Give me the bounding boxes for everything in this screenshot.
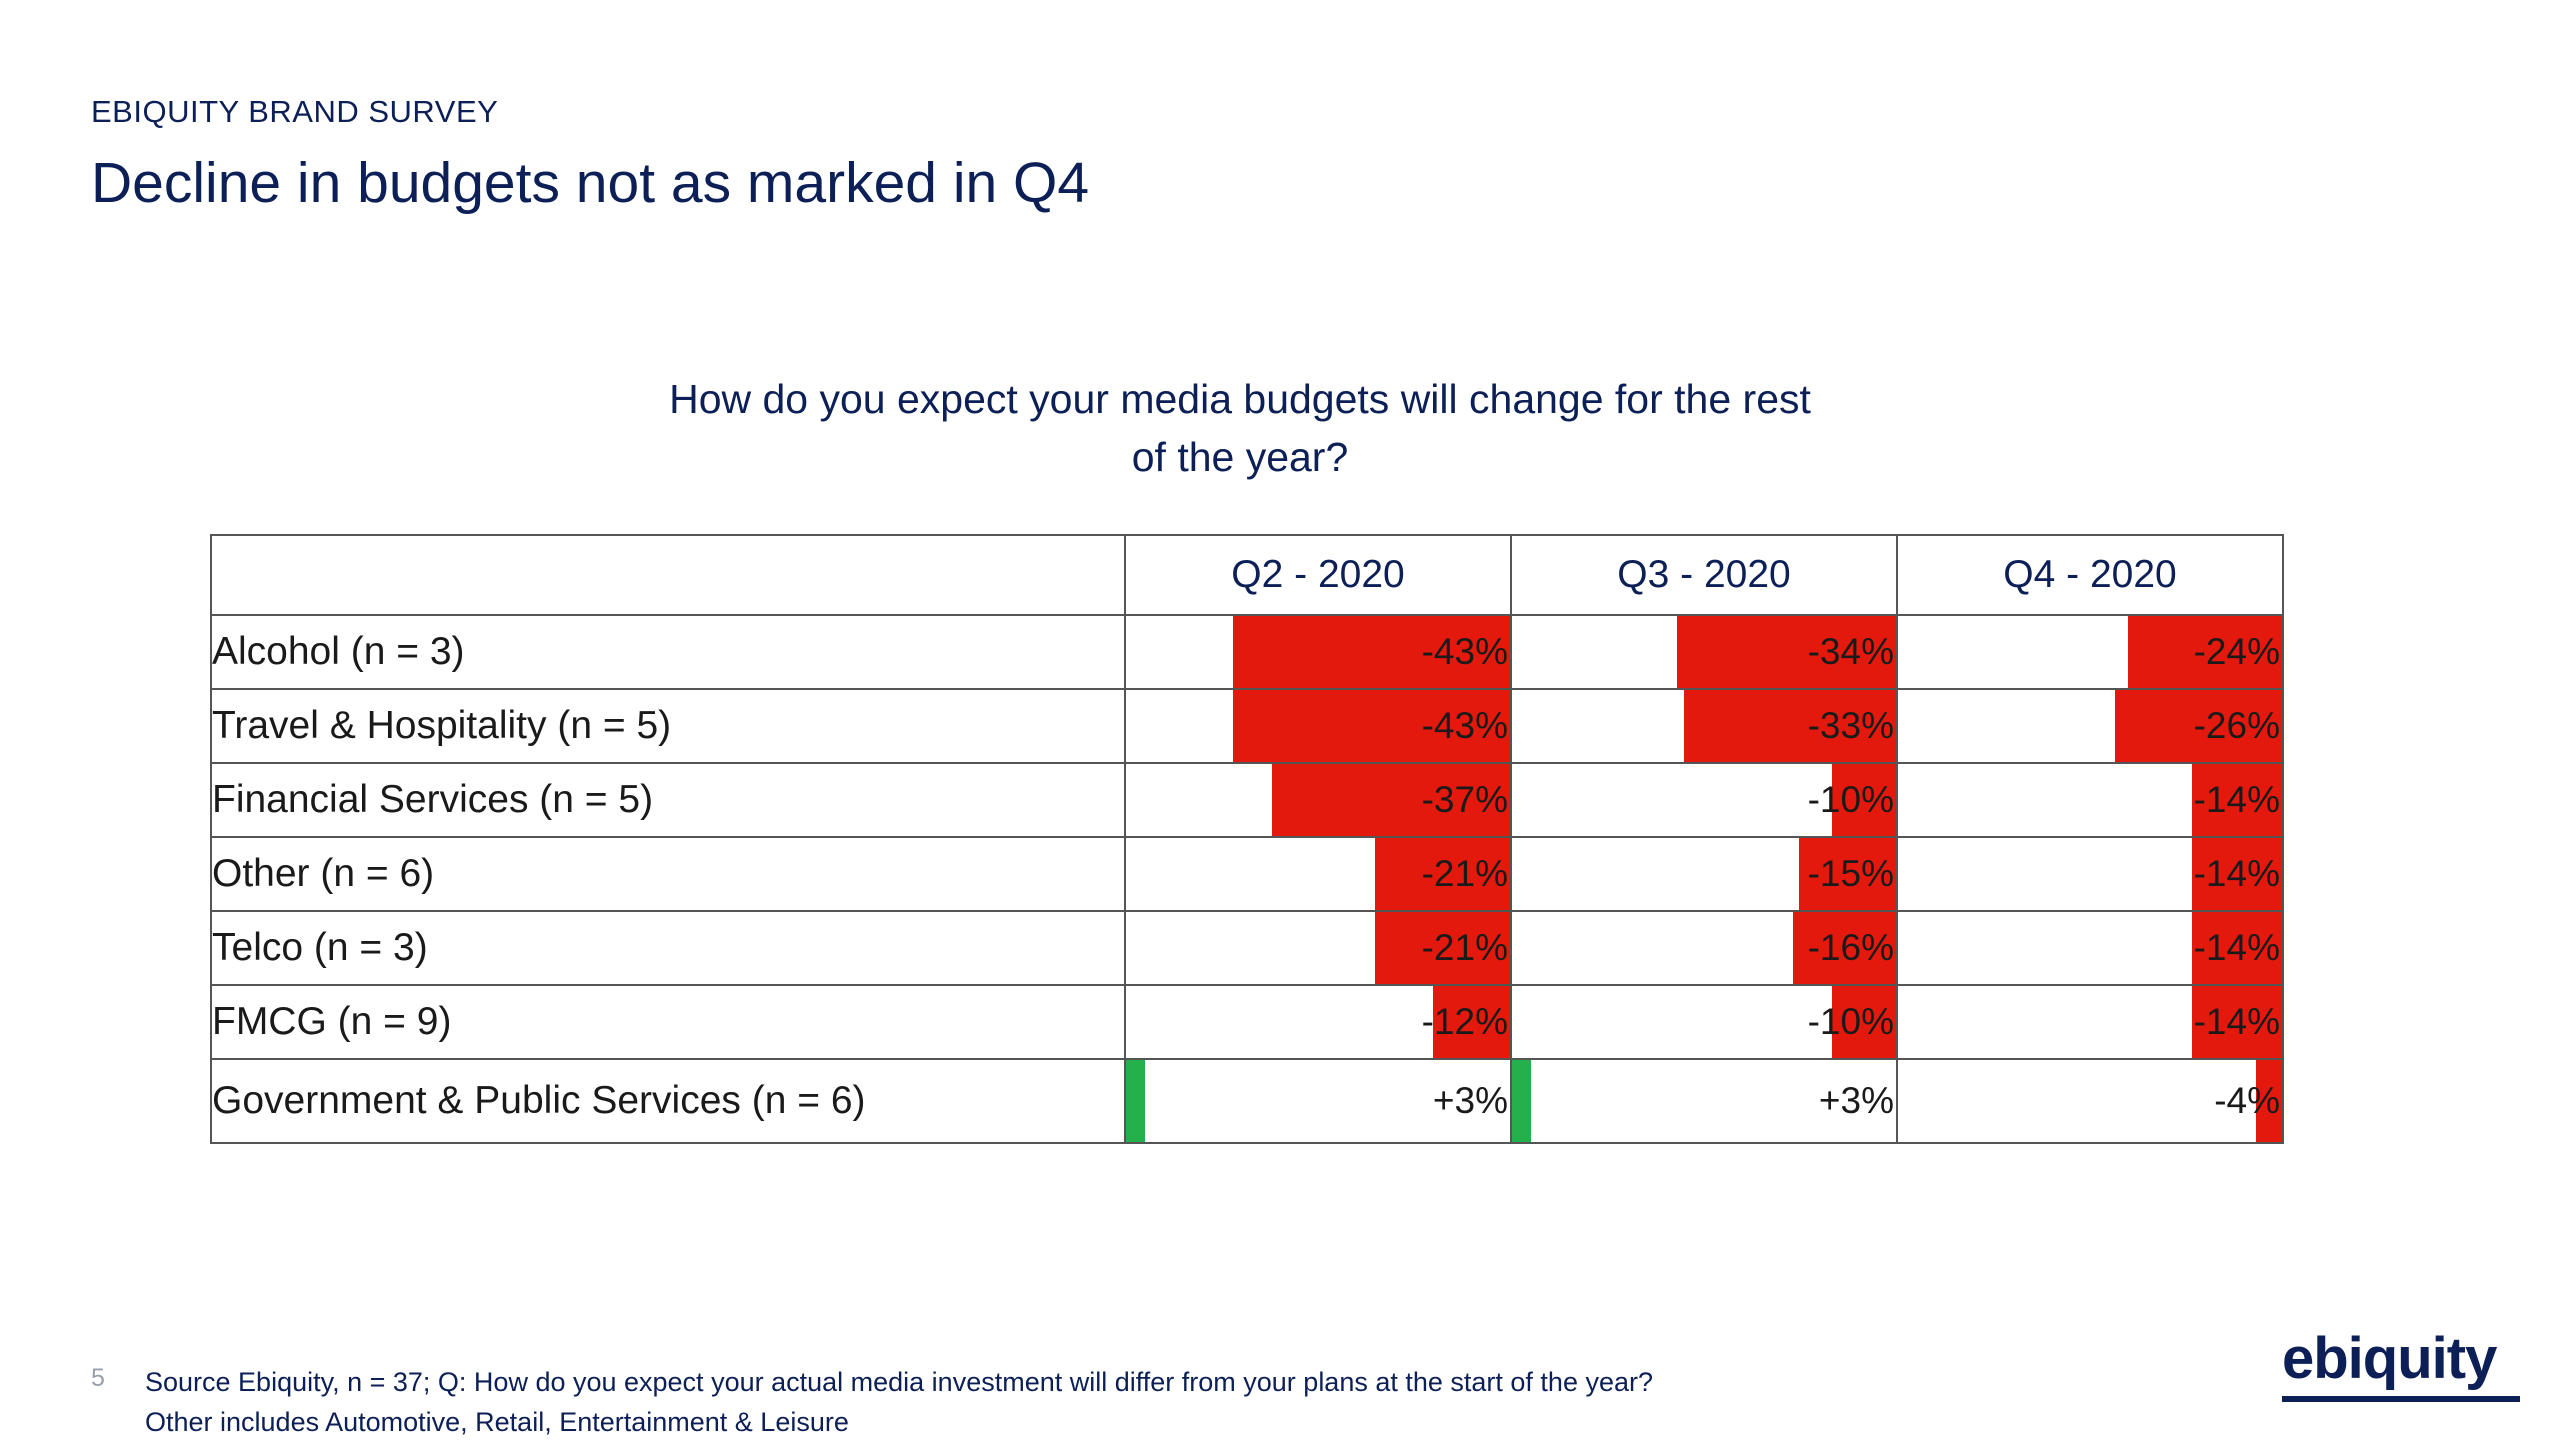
negative-bar [1375,838,1510,910]
value-cell: -34% [1510,614,1898,690]
data-label: -14% [2193,927,2280,968]
data-label: -10% [1807,1001,1894,1042]
column-header: Q4 - 2020 [1896,534,2284,616]
row-label: Travel & Hospitality (n = 5) [210,688,1126,764]
data-label: -14% [2193,1001,2280,1042]
value-cell: -14% [1896,984,2284,1060]
header-corner [210,534,1126,616]
negative-bar [1684,690,1896,762]
value-cell: -33% [1510,688,1898,764]
value-cell: -12% [1124,984,1512,1060]
data-label: -14% [2193,853,2280,894]
data-label: -24% [2193,631,2280,672]
footnote: Source Ebiquity, n = 37; Q: How do you e… [145,1362,1653,1442]
value-cell: +3% [1510,1058,1898,1144]
value-cell: -14% [1896,910,2284,986]
data-label: -21% [1421,927,1508,968]
value-cell: -37% [1124,762,1512,838]
logo-underline [2282,1396,2520,1402]
data-label: +3% [1818,1080,1894,1121]
data-label: -10% [1807,779,1894,820]
ebiquity-logo: ebiquity [2282,1328,2520,1402]
data-label: -43% [1421,705,1508,746]
chart-title: How do you expect your media budgets wil… [560,370,1920,486]
value-cell: -14% [1896,836,2284,912]
negative-bar [2192,986,2282,1058]
negative-bar [1793,912,1896,984]
data-label: -14% [2193,779,2280,820]
row-label: FMCG (n = 9) [210,984,1126,1060]
chart-title-line-2: of the year? [1131,434,1349,480]
negative-bar [1832,986,1896,1058]
table-row: FMCG (n = 9) -12% -10% -14% [210,984,2284,1060]
data-label: -12% [1421,1001,1508,1042]
logo-wordmark: ebiquity [2282,1326,2497,1391]
source-note: Source Ebiquity, n = 37; Q: How do you e… [145,1367,1654,1397]
header-row: Q2 - 2020 Q3 - 2020 Q4 - 2020 [210,534,2284,616]
row-label: Government & Public Services (n = 6) [210,1058,1126,1144]
data-label: -4% [2214,1080,2280,1121]
negative-bar [2128,616,2282,688]
value-cell: -24% [1896,614,2284,690]
data-label: +3% [1432,1080,1508,1121]
table-row: Financial Services (n = 5) -37% -10% -14% [210,762,2284,838]
other-note: Other includes Automotive, Retail, Enter… [145,1407,849,1437]
budget-change-table: Q2 - 2020 Q3 - 2020 Q4 - 2020 Alcohol (n… [210,534,2284,1144]
value-cell: -26% [1896,688,2284,764]
data-label: -15% [1807,853,1894,894]
table-row: Government & Public Services (n = 6) +3% +… [210,1058,2284,1144]
negative-bar [1433,986,1510,1058]
value-cell: -14% [1896,762,2284,838]
chart-title-line-1: How do you expect your media budgets wil… [669,376,1811,422]
data-label: -37% [1421,779,1508,820]
value-cell: +3% [1124,1058,1512,1144]
value-cell: -10% [1510,762,1898,838]
negative-bar [1677,616,1896,688]
negative-bar [2115,690,2282,762]
page-title: Decline in budgets not as marked in Q4 [91,151,1090,215]
negative-bar [1272,764,1510,836]
negative-bar [1832,764,1896,836]
negative-bar [2256,1060,2282,1142]
negative-bar [2192,912,2282,984]
row-label: Other (n = 6) [210,836,1126,912]
row-label: Alcohol (n = 3) [210,614,1126,690]
row-label: Financial Services (n = 5) [210,762,1126,838]
negative-bar [1233,690,1510,762]
positive-bar [1512,1060,1531,1142]
table-row: Telco (n = 3) -21% -16% -14% [210,910,2284,986]
value-cell: -4% [1896,1058,2284,1144]
column-header: Q3 - 2020 [1510,534,1898,616]
table-row: Alcohol (n = 3) -43% -34% -24% [210,614,2284,690]
negative-bar [2192,764,2282,836]
value-cell: -16% [1510,910,1898,986]
data-label: -33% [1807,705,1894,746]
table-row: Travel & Hospitality (n = 5) -43% -33% -26% [210,688,2284,764]
data-label: -34% [1807,631,1894,672]
negative-bar [1799,838,1896,910]
data-label: -16% [1807,927,1894,968]
negative-bar [1233,616,1510,688]
value-cell: -43% [1124,688,1512,764]
value-cell: -43% [1124,614,1512,690]
negative-bar [1375,912,1510,984]
negative-bar [2192,838,2282,910]
data-label: -43% [1421,631,1508,672]
section-kicker: EBIQUITY BRAND SURVEY [91,94,499,129]
positive-bar [1126,1060,1145,1142]
column-header: Q2 - 2020 [1124,534,1512,616]
value-cell: -15% [1510,836,1898,912]
page-number: 5 [91,1364,105,1392]
table-row: Other (n = 6) -21% -15% -14% [210,836,2284,912]
value-cell: -21% [1124,910,1512,986]
data-label: -26% [2193,705,2280,746]
data-label: -21% [1421,853,1508,894]
value-cell: -10% [1510,984,1898,1060]
row-label: Telco (n = 3) [210,910,1126,986]
value-cell: -21% [1124,836,1512,912]
